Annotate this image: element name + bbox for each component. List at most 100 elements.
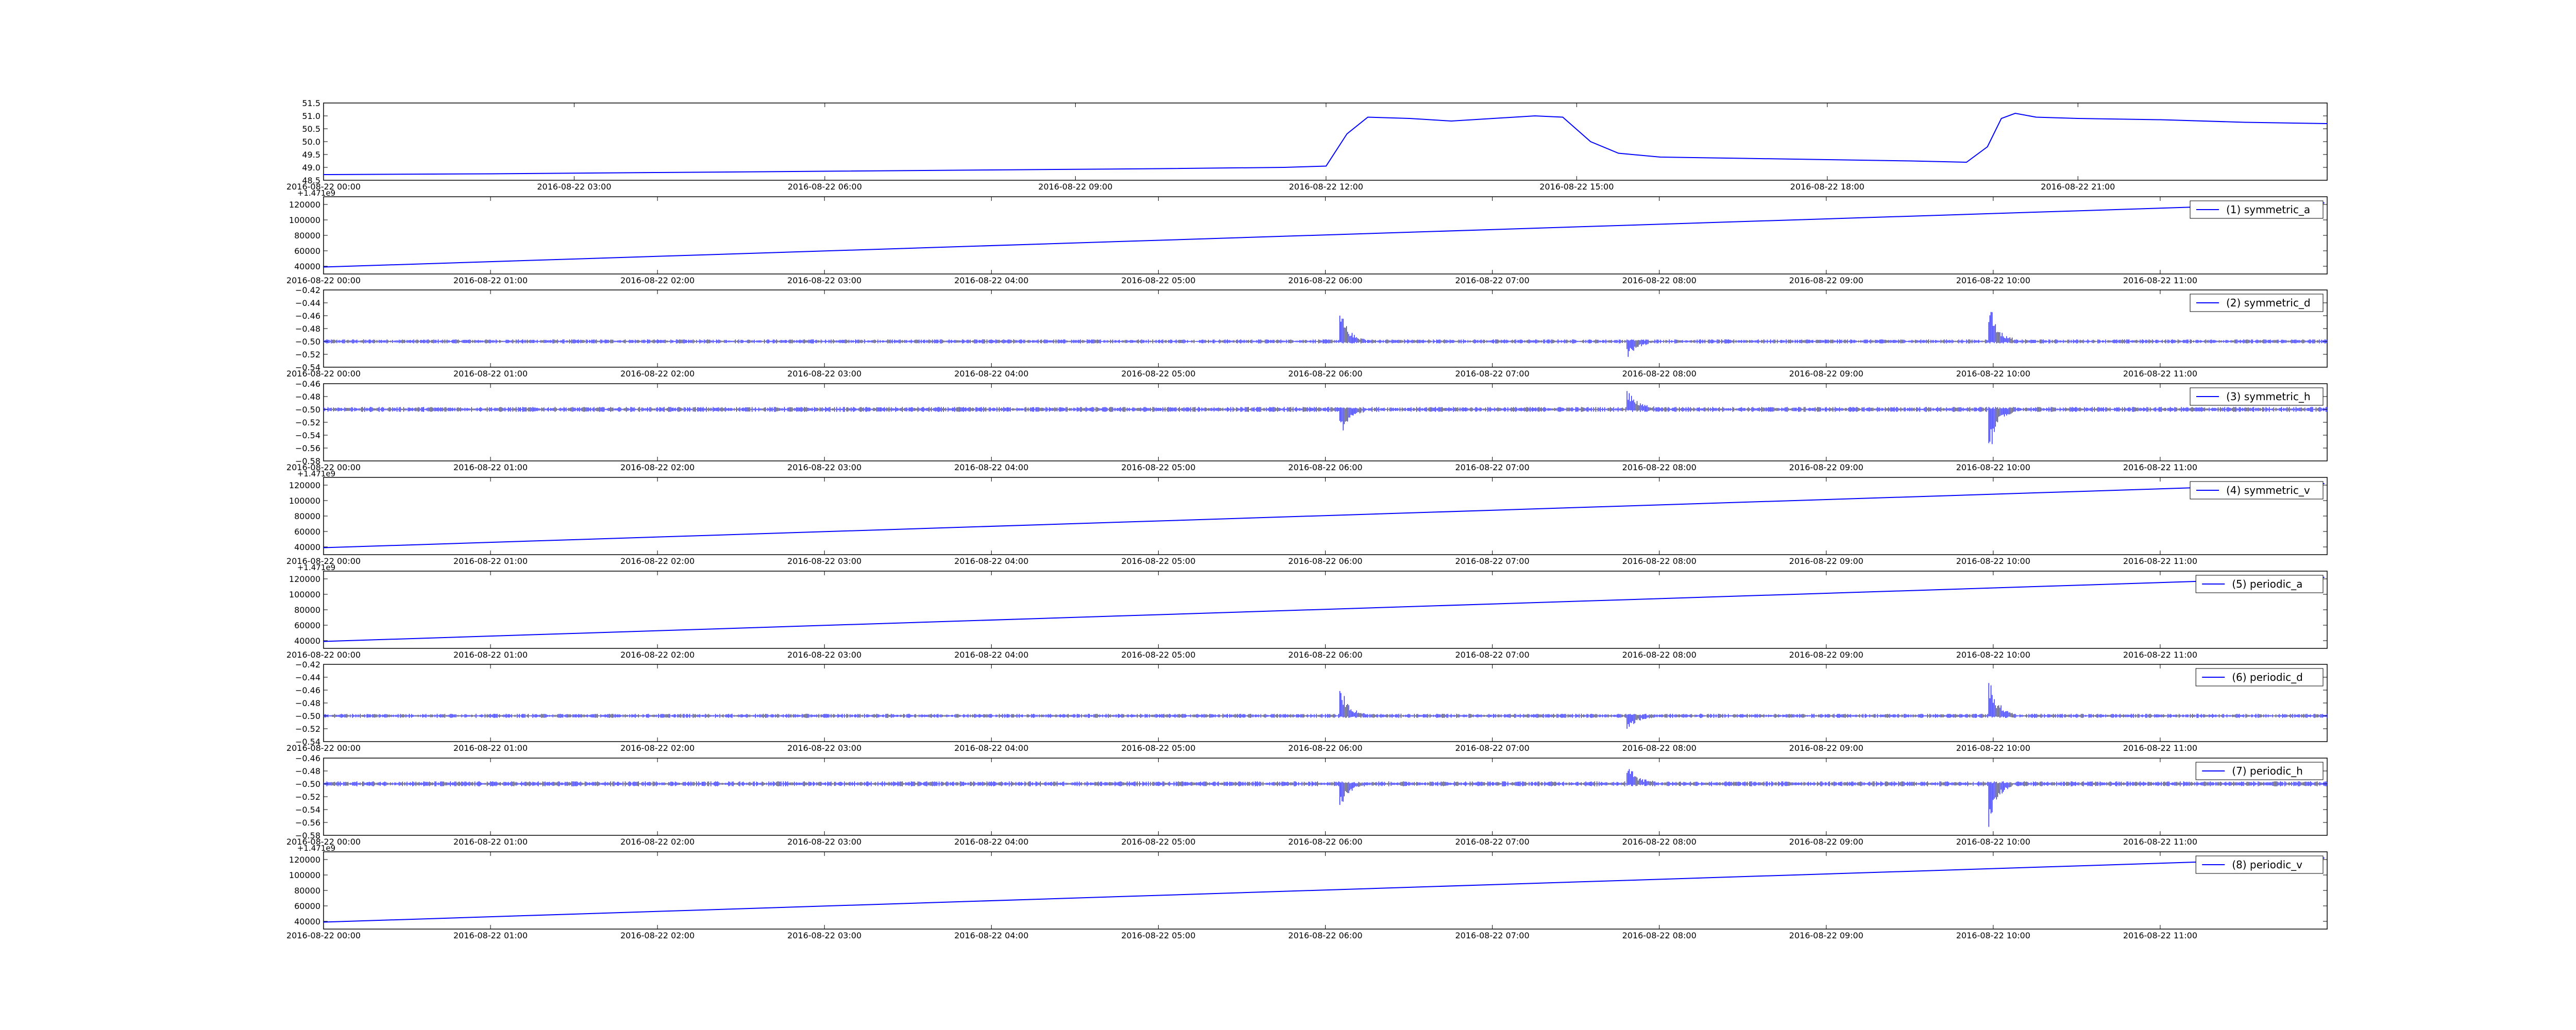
legend-label: (1) symmetric_a	[2226, 203, 2310, 216]
x-tick-label: 2016-08-22 01:00	[453, 837, 528, 847]
x-tick-label: 2016-08-22 21:00	[2041, 182, 2115, 192]
x-tick-label: 2016-08-22 08:00	[1622, 556, 1697, 566]
x-tick-label: 2016-08-22 11:00	[2123, 462, 2197, 472]
legend: (7) periodic_h	[2195, 762, 2324, 780]
x-tick-label: 2016-08-22 09:00	[1789, 276, 1863, 285]
legend: (3) symmetric_h	[2190, 387, 2324, 406]
legend-label: (3) symmetric_h	[2226, 390, 2311, 403]
legend-label: (8) periodic_v	[2232, 859, 2302, 871]
x-tick-label: 2016-08-22 04:00	[954, 462, 1028, 472]
x-tick-label: 2016-08-22 06:00	[1288, 369, 1362, 379]
y-tick-label: 51.5	[302, 98, 320, 108]
x-tick-label: 2016-08-22 10:00	[1956, 650, 2030, 660]
y-tick-label: 80000	[294, 511, 320, 521]
y-tick-label: −0.52	[295, 418, 320, 427]
x-tick-label: 2016-08-22 00:00	[286, 369, 361, 379]
y-tick-label: 100000	[289, 215, 320, 225]
x-tick-label: 2016-08-22 10:00	[1956, 837, 2030, 847]
series-line	[323, 857, 2325, 923]
legend: (5) periodic_a	[2195, 575, 2324, 593]
x-tick-label: 2016-08-22 11:00	[2123, 931, 2197, 940]
legend: (6) periodic_d	[2195, 668, 2324, 686]
x-tick-label: 2016-08-22 09:00	[1789, 931, 1863, 940]
x-tick-label: 2016-08-22 01:00	[453, 462, 528, 472]
x-tick-label: 2016-08-22 00:00	[286, 931, 361, 940]
x-tick-label: 2016-08-22 00:00	[286, 650, 361, 660]
y-tick-label: 120000	[289, 480, 320, 490]
x-tick-label: 2016-08-22 09:00	[1789, 462, 1863, 472]
y-tick-label: −0.46	[295, 379, 320, 389]
axes-frame	[323, 102, 2328, 181]
x-tick-label: 2016-08-22 07:00	[1455, 837, 1529, 847]
x-tick-label: 2016-08-22 10:00	[1956, 462, 2030, 472]
y-tick-label: 60000	[294, 527, 320, 537]
x-tick-label: 2016-08-22 05:00	[1121, 650, 1195, 660]
x-tick-label: 2016-08-22 04:00	[954, 931, 1028, 940]
axis-offset-label: +1.471e9	[297, 188, 335, 198]
x-tick-label: 2016-08-22 03:00	[787, 931, 861, 940]
y-tick-label: −0.56	[295, 443, 320, 453]
y-tick-label: −0.52	[295, 350, 320, 359]
y-tick-label: 80000	[294, 231, 320, 241]
y-tick-label: 49.5	[302, 150, 320, 160]
y-tick-label: −0.50	[295, 711, 320, 721]
legend-label: (2) symmetric_d	[2226, 297, 2311, 309]
y-tick-label: 40000	[294, 917, 320, 926]
x-tick-label: 2016-08-22 00:00	[286, 556, 361, 566]
x-tick-label: 2016-08-22 00:00	[286, 837, 361, 847]
x-tick-label: 2016-08-22 11:00	[2123, 650, 2197, 660]
x-tick-label: 2016-08-22 11:00	[2123, 556, 2197, 566]
x-tick-label: 2016-08-22 02:00	[620, 276, 694, 285]
x-tick-label: 2016-08-22 10:00	[1956, 556, 2030, 566]
series-line	[323, 202, 2325, 268]
y-tick-label: 50.0	[302, 137, 320, 147]
x-tick-label: 2016-08-22 06:00	[1288, 462, 1362, 472]
x-tick-label: 2016-08-22 15:00	[1539, 182, 1614, 192]
subplot-8: −0.58 −0.56 −0.54 −0.52 −0.50 −0.48 −0.46 2016-…	[286, 753, 2328, 847]
y-tick-label: −0.52	[295, 792, 320, 802]
x-tick-label: 2016-08-22 07:00	[1455, 276, 1529, 285]
x-tick-label: 2016-08-22 05:00	[1121, 462, 1195, 472]
y-tick-label: 80000	[294, 886, 320, 896]
subplot-6: 40000 60000 80000 100000 120000 2016-08-22 00…	[286, 563, 2328, 660]
subplot-2: 40000 60000 80000 100000 120000 2016-08-22 00…	[286, 188, 2328, 285]
y-tick-label: 51.0	[302, 111, 320, 121]
y-tick-label: −0.46	[295, 753, 320, 763]
y-tick-label: −0.56	[295, 818, 320, 828]
series-line	[323, 483, 2325, 548]
x-tick-label: 2016-08-22 06:00	[1288, 931, 1362, 940]
legend: (8) periodic_v	[2195, 855, 2324, 874]
axes-frame	[323, 289, 2328, 368]
series-line	[323, 112, 2328, 175]
legend: (1) symmetric_a	[2190, 200, 2324, 219]
y-tick-label: 100000	[289, 496, 320, 506]
x-tick-label: 2016-08-22 03:00	[787, 650, 861, 660]
y-tick-label: −0.54	[295, 431, 320, 440]
y-tick-label: −0.48	[295, 392, 320, 402]
x-tick-label: 2016-08-22 11:00	[2123, 837, 2197, 847]
x-tick-label: 2016-08-22 08:00	[1622, 743, 1697, 753]
axis-offset-label: +1.471e9	[297, 844, 335, 853]
x-tick-label: 2016-08-22 06:00	[1288, 743, 1362, 753]
y-tick-label: −0.48	[295, 766, 320, 776]
series-line	[323, 391, 2328, 444]
y-tick-label: −0.58	[295, 456, 320, 466]
x-tick-label: 2016-08-22 04:00	[954, 369, 1028, 379]
x-tick-label: 2016-08-22 05:00	[1121, 931, 1195, 940]
x-tick-label: 2016-08-22 03:00	[787, 462, 861, 472]
y-tick-label: 60000	[294, 246, 320, 256]
x-tick-label: 2016-08-22 11:00	[2123, 276, 2197, 285]
x-tick-label: 2016-08-22 11:00	[2123, 743, 2197, 753]
subplot-7: −0.54 −0.52 −0.50 −0.48 −0.46 −0.44 −0.42 2016-…	[286, 660, 2328, 753]
x-tick-label: 2016-08-22 06:00	[1288, 556, 1362, 566]
x-tick-label: 2016-08-22 01:00	[453, 650, 528, 660]
axes-frame	[323, 664, 2328, 742]
legend-label: (5) periodic_a	[2232, 578, 2302, 590]
x-tick-label: 2016-08-22 09:00	[1789, 556, 1863, 566]
legend-label: (7) periodic_h	[2232, 765, 2303, 777]
y-tick-label: 60000	[294, 901, 320, 911]
y-tick-label: −0.48	[295, 698, 320, 708]
subplot-3: −0.54 −0.52 −0.50 −0.48 −0.46 −0.44 −0.42 2016-…	[286, 285, 2328, 379]
x-tick-label: 2016-08-22 04:00	[954, 837, 1028, 847]
